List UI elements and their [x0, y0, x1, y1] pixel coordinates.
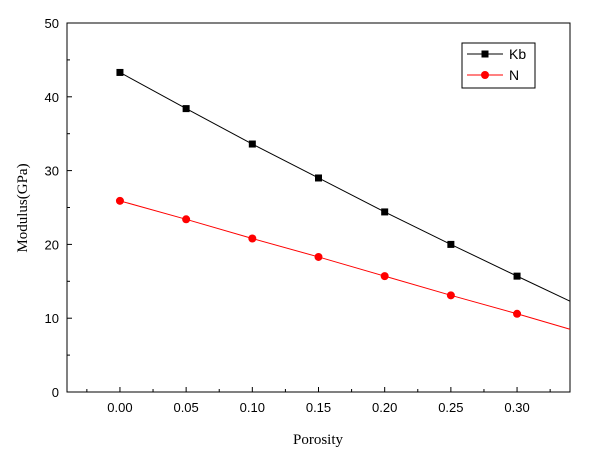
- legend-box: [461, 42, 536, 89]
- legend: Kb N: [461, 42, 536, 89]
- series-line-n: [119, 200, 571, 330]
- legend-marker-n: [481, 71, 489, 79]
- x-tick-label: 0.15: [306, 400, 331, 415]
- series-line-kb: [119, 72, 571, 302]
- x-tick-label: 0.00: [107, 400, 132, 415]
- data-point-n: [380, 272, 389, 281]
- x-tick-label: 0.05: [173, 400, 198, 415]
- data-point-kb: [248, 140, 256, 148]
- y-tick-label: 30: [45, 164, 59, 179]
- data-point-kb: [447, 240, 455, 248]
- y-tick-label: 50: [45, 16, 59, 31]
- y-tick-label: 20: [45, 237, 59, 252]
- x-tick-label: 0.10: [240, 400, 265, 415]
- data-point-kb: [381, 208, 389, 216]
- data-point-n: [314, 252, 323, 261]
- series-layer: [115, 68, 571, 330]
- legend-label-n: N: [509, 67, 519, 83]
- y-tick-label: 40: [45, 90, 59, 105]
- data-point-n: [513, 309, 522, 318]
- x-axis: 0.00 0.05 0.10 0.15 0.20 0.25 0.30: [86, 387, 551, 415]
- data-point-kb: [315, 174, 322, 182]
- x-axis-title: Porosity: [293, 432, 344, 448]
- data-point-kb: [182, 105, 190, 113]
- x-tick-label: 0.20: [372, 400, 397, 415]
- x-tick-label: 0.25: [438, 400, 463, 415]
- y-axis: 0 10 20 30 40 50: [45, 16, 72, 400]
- data-point-kb: [513, 272, 521, 280]
- y-axis-title: Modulus(GPa): [15, 163, 31, 252]
- legend-label-kb: Kb: [509, 46, 526, 62]
- data-point-n: [446, 291, 455, 300]
- data-point-n: [182, 215, 191, 224]
- data-point-kb: [116, 68, 124, 76]
- data-point-n: [248, 234, 257, 243]
- legend-marker-kb: [481, 50, 489, 58]
- x-tick-label: 0.30: [504, 400, 529, 415]
- data-point-n: [115, 196, 124, 205]
- y-tick-label: 10: [45, 311, 59, 326]
- y-tick-label: 0: [52, 385, 59, 400]
